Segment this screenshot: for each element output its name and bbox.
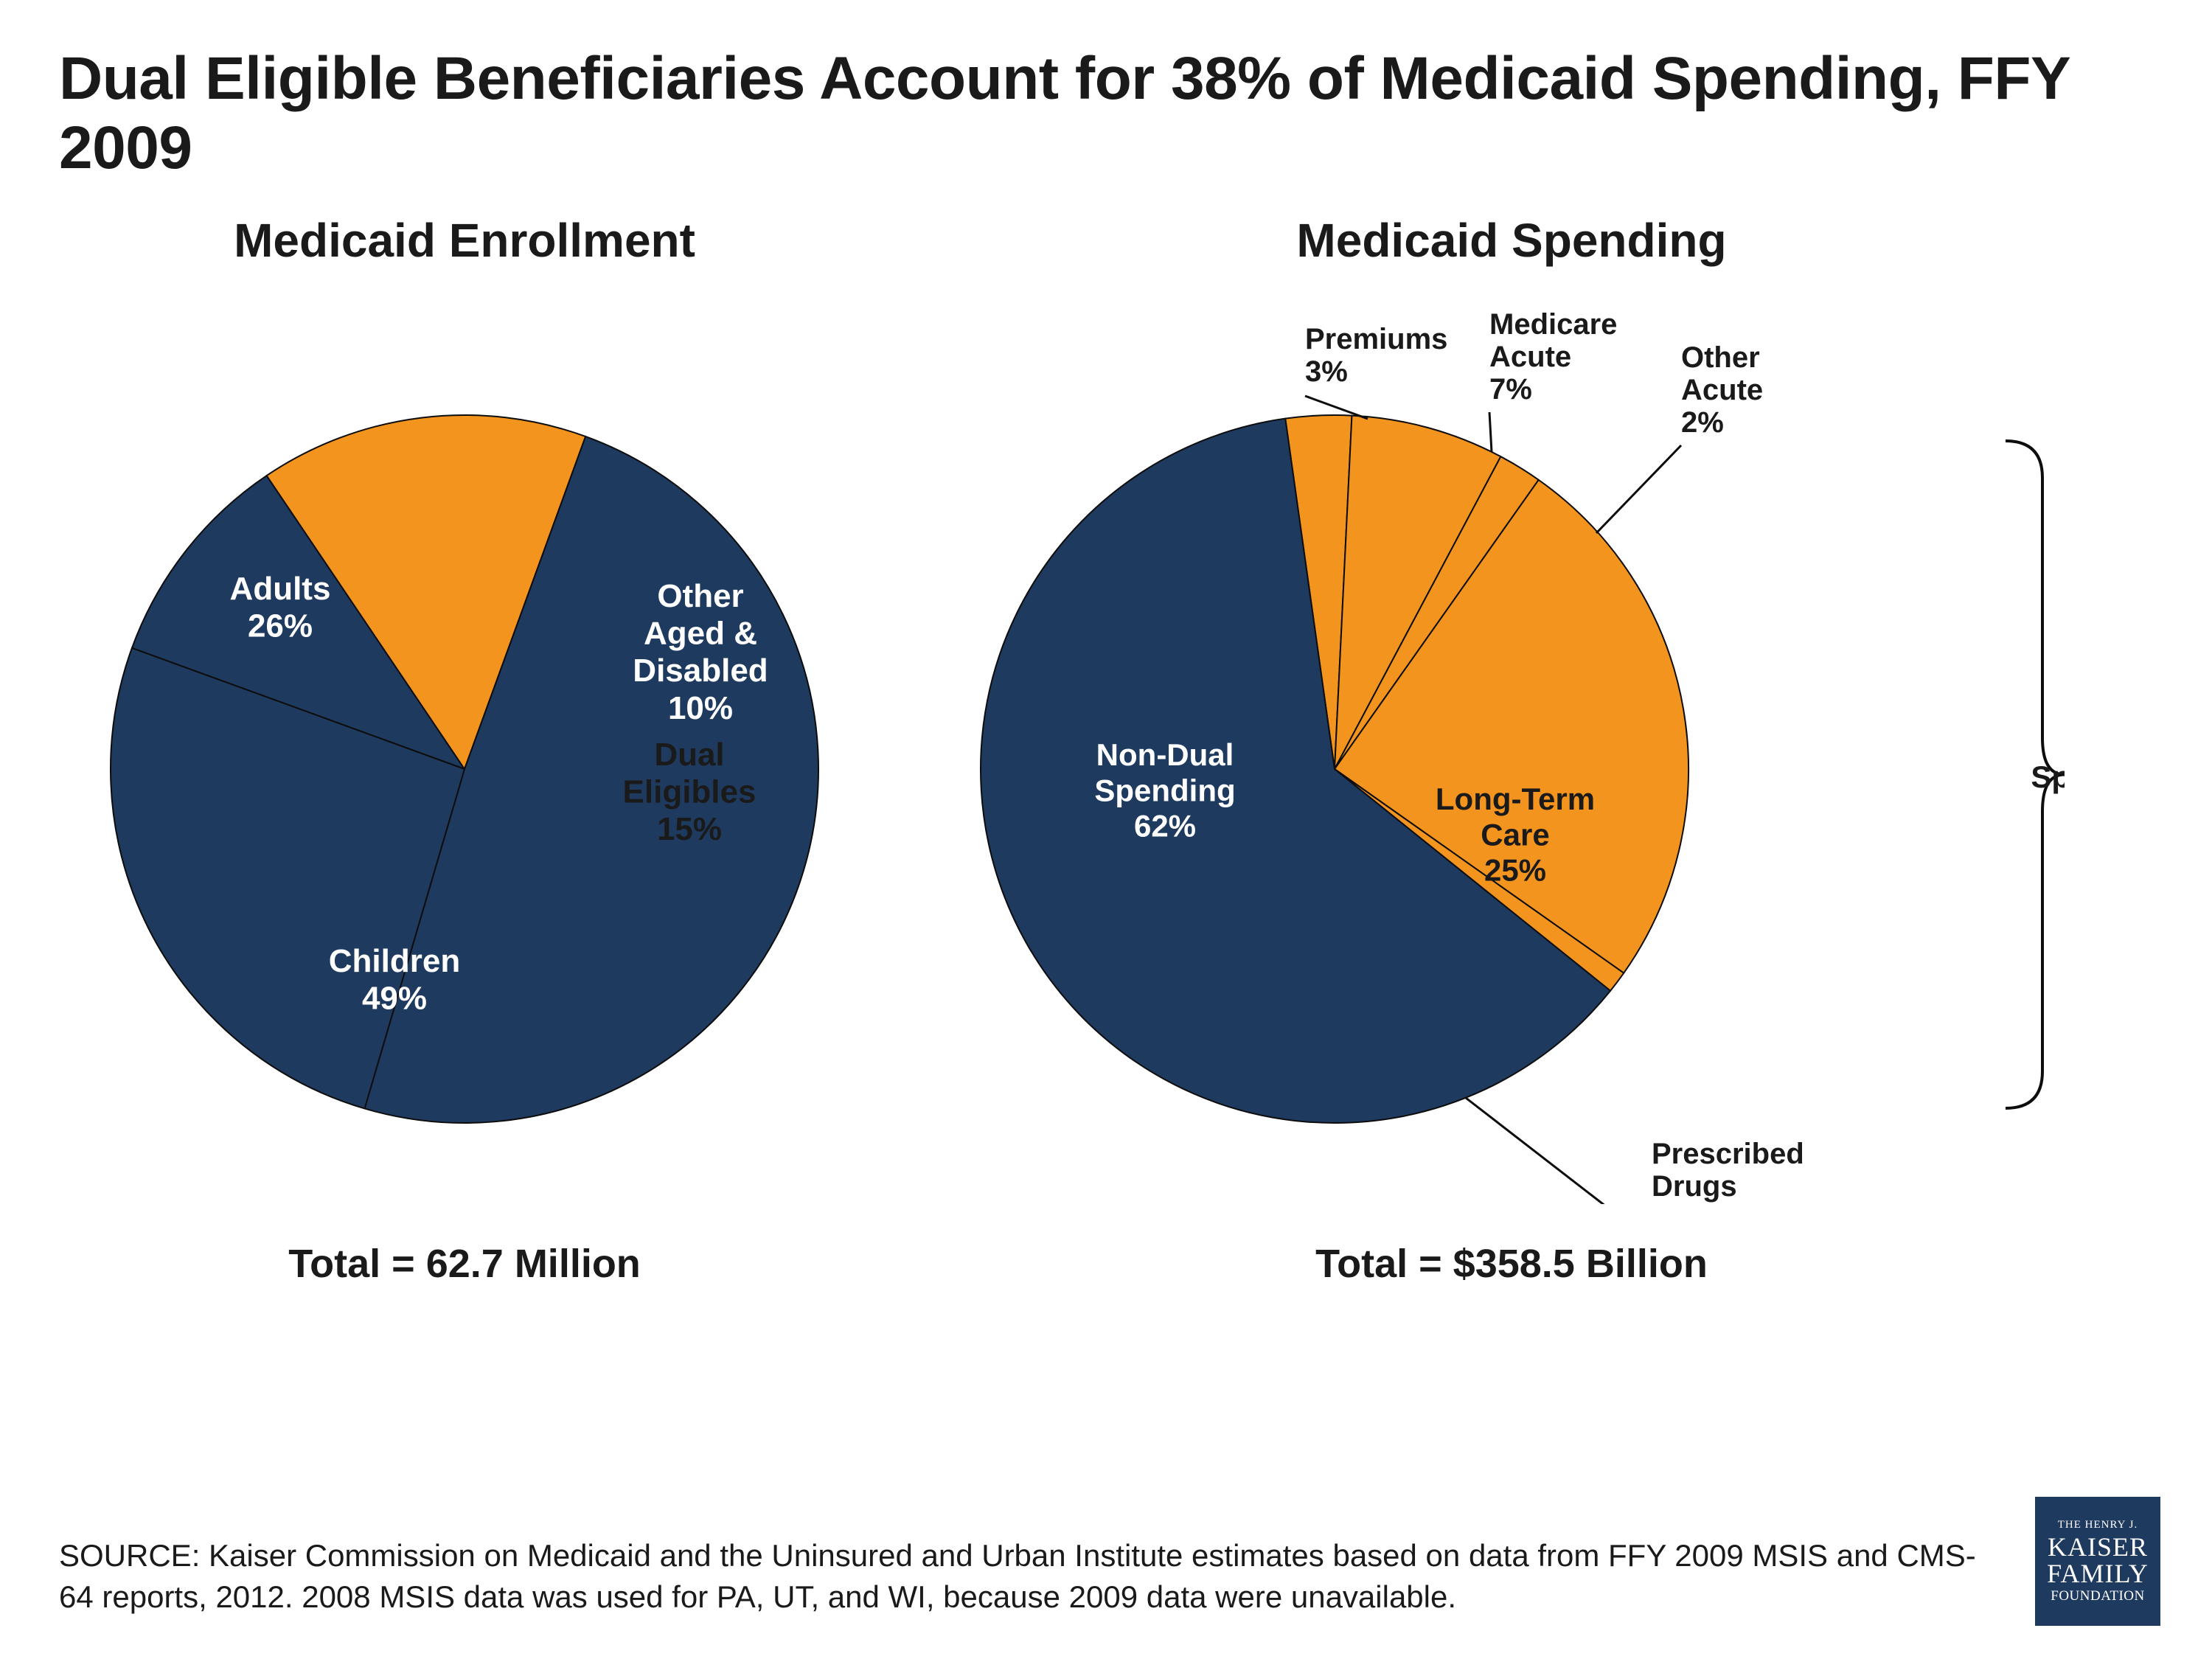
slice-callout-label: 2%	[1681, 406, 1724, 439]
kaiser-logo: THE HENRY J. KAISER FAMILY FOUNDATION	[2035, 1497, 2160, 1626]
callout-line	[1596, 445, 1681, 533]
slice-callout-label: Other	[1681, 341, 1760, 374]
page-title: Dual Eligible Beneficiaries Account for …	[59, 44, 2153, 184]
callout-line	[1466, 1098, 1652, 1204]
slice-label: 49%	[362, 980, 427, 1016]
chart-spending-subtitle: Medicaid Spending	[1296, 213, 1726, 268]
slice-label: 25%	[1484, 852, 1546, 887]
slice-callout-label: 7%	[1489, 373, 1532, 406]
pie-enrollment-wrap: OtherAged &Disabled10% DualEligibles15% Ch…	[59, 282, 870, 1204]
slice-callout-label: Acute	[1489, 341, 1571, 373]
slice-label: Long-Term	[1436, 782, 1595, 816]
slice-callout-label: Prescribed	[1652, 1138, 1804, 1170]
chart-spending-total: Total = $358.5 Billion	[1315, 1241, 1708, 1287]
slice-label: Eligibles	[623, 773, 757, 810]
chart-enrollment-col: Medicaid Enrollment OtherAged &Disabled1…	[59, 213, 870, 1287]
callout-line	[1489, 412, 1492, 452]
slice-callout-label: Medicare	[1489, 308, 1617, 341]
slice-label: Dual	[654, 737, 724, 773]
charts-row: Medicaid Enrollment OtherAged &Disabled1…	[59, 213, 2153, 1287]
slice-label: 62%	[1134, 808, 1196, 843]
slice-callout-label: Acute	[1681, 374, 1763, 406]
pie-spending: Premiums3%MedicareAcute7%OtherAcute2%Lon…	[959, 282, 2065, 1204]
pie-enrollment: OtherAged &Disabled10% DualEligibles15% Ch…	[59, 282, 870, 1204]
slice-label: Aged &	[644, 615, 757, 651]
logo-line4: FOUNDATION	[2051, 1589, 2144, 1603]
slice-callout-label: Drugs	[1652, 1170, 1737, 1203]
slice-label: Adults	[230, 571, 331, 607]
chart-spending-col: Medicaid Spending Premiums3%MedicareAcut…	[959, 213, 2065, 1287]
slice-label: 15%	[657, 811, 722, 847]
logo-line2: KAISER	[2048, 1534, 2148, 1560]
slice-label: 26%	[248, 608, 313, 644]
bracket-label: Spending	[2031, 759, 2065, 794]
slice-label: Other	[657, 578, 743, 614]
chart-enrollment-subtitle: Medicaid Enrollment	[234, 213, 695, 268]
logo-line3: FAMILY	[2047, 1560, 2149, 1587]
slice-label: Disabled	[633, 653, 768, 689]
slice-label: Care	[1481, 817, 1549, 852]
source-text: SOURCE: Kaiser Commission on Medicaid an…	[59, 1535, 1976, 1618]
slice-label: 10%	[668, 689, 733, 726]
slice-callout-label: 3%	[1305, 355, 1348, 388]
chart-enrollment-total: Total = 62.7 Million	[288, 1241, 641, 1287]
slice-callout-label: Premiums	[1305, 323, 1447, 355]
logo-line1: THE HENRY J.	[2058, 1520, 2138, 1531]
slice-callout-label: 0.4%	[1652, 1203, 1719, 1204]
slice-label: Children	[329, 943, 460, 979]
slice-label: Non-Dual	[1096, 737, 1234, 772]
slice-label: Spending	[1094, 773, 1235, 807]
pie-spending-wrap: Premiums3%MedicareAcute7%OtherAcute2%Lon…	[959, 282, 2065, 1204]
